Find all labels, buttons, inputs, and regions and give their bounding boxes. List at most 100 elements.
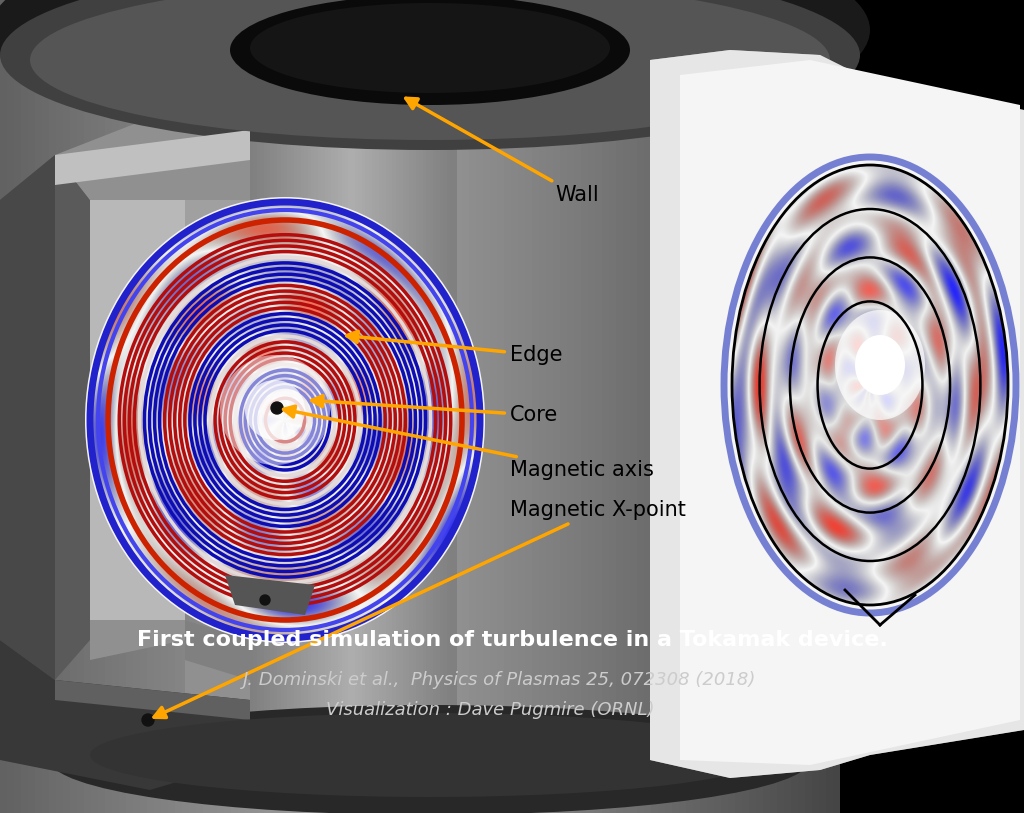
Polygon shape [245, 0, 252, 813]
Polygon shape [63, 0, 70, 813]
Text: J. Dominski et al.,  Physics of Plasmas 25, 072308 (2018): J. Dominski et al., Physics of Plasmas 2… [244, 671, 757, 689]
Polygon shape [338, 60, 345, 760]
Polygon shape [182, 0, 189, 813]
Polygon shape [168, 0, 175, 813]
Polygon shape [602, 0, 609, 813]
Polygon shape [386, 60, 392, 760]
Polygon shape [609, 0, 616, 813]
Polygon shape [267, 60, 273, 760]
Polygon shape [317, 60, 325, 760]
Polygon shape [763, 0, 770, 813]
Polygon shape [372, 60, 379, 760]
Polygon shape [490, 0, 497, 813]
Text: Core: Core [311, 396, 558, 425]
Text: Visualization : Dave Pugmire (ORNL): Visualization : Dave Pugmire (ORNL) [326, 701, 654, 719]
Polygon shape [430, 60, 436, 760]
Polygon shape [497, 0, 504, 813]
Polygon shape [343, 0, 350, 813]
Polygon shape [420, 60, 426, 760]
Ellipse shape [855, 335, 905, 395]
Polygon shape [90, 200, 185, 640]
Polygon shape [14, 0, 22, 813]
Circle shape [271, 402, 283, 414]
Polygon shape [273, 60, 281, 760]
Polygon shape [382, 60, 389, 760]
Ellipse shape [50, 705, 810, 813]
Polygon shape [91, 0, 98, 813]
Polygon shape [55, 110, 250, 245]
Ellipse shape [0, 0, 870, 145]
Polygon shape [427, 0, 434, 813]
Polygon shape [351, 60, 358, 760]
Polygon shape [284, 60, 291, 760]
Polygon shape [161, 0, 168, 813]
Polygon shape [436, 60, 443, 760]
Polygon shape [420, 0, 427, 813]
Polygon shape [140, 0, 147, 813]
Polygon shape [402, 60, 410, 760]
Polygon shape [805, 0, 812, 813]
Polygon shape [225, 575, 315, 615]
Text: Edge: Edge [347, 331, 562, 365]
Polygon shape [819, 0, 826, 813]
Polygon shape [749, 0, 756, 813]
Polygon shape [406, 60, 413, 760]
Polygon shape [504, 0, 511, 813]
Polygon shape [707, 0, 714, 813]
Polygon shape [742, 0, 749, 813]
Polygon shape [49, 0, 56, 813]
Polygon shape [263, 60, 270, 760]
Polygon shape [355, 60, 361, 760]
Polygon shape [304, 60, 311, 760]
Polygon shape [185, 200, 250, 250]
Polygon shape [335, 60, 342, 760]
Ellipse shape [220, 355, 330, 465]
Polygon shape [28, 0, 35, 813]
Polygon shape [350, 0, 357, 813]
Ellipse shape [0, 0, 860, 150]
Polygon shape [22, 0, 28, 813]
Polygon shape [105, 0, 112, 813]
Polygon shape [378, 0, 385, 813]
Polygon shape [273, 0, 280, 813]
Polygon shape [345, 60, 351, 760]
Polygon shape [423, 60, 430, 760]
Polygon shape [532, 0, 539, 813]
Polygon shape [238, 0, 245, 813]
Polygon shape [693, 0, 700, 813]
Polygon shape [253, 60, 260, 760]
Polygon shape [0, 155, 55, 680]
Polygon shape [553, 0, 560, 813]
Polygon shape [426, 60, 433, 760]
Polygon shape [322, 0, 329, 813]
Polygon shape [90, 620, 250, 700]
Polygon shape [297, 60, 304, 760]
Polygon shape [315, 0, 322, 813]
Polygon shape [756, 0, 763, 813]
Polygon shape [392, 0, 399, 813]
Polygon shape [483, 0, 490, 813]
Polygon shape [410, 60, 416, 760]
Polygon shape [77, 0, 84, 813]
Polygon shape [147, 0, 154, 813]
Text: Wall: Wall [406, 98, 599, 205]
Polygon shape [650, 50, 1024, 778]
Text: First coupled simulation of turbulence in a Tokamak device.: First coupled simulation of turbulence i… [136, 630, 888, 650]
Polygon shape [581, 0, 588, 813]
Text: Magnetic X-point: Magnetic X-point [154, 500, 686, 718]
Polygon shape [433, 60, 440, 760]
Polygon shape [294, 0, 301, 813]
Polygon shape [665, 0, 672, 813]
Polygon shape [406, 0, 413, 813]
Polygon shape [332, 60, 338, 760]
Polygon shape [154, 0, 161, 813]
Polygon shape [469, 0, 476, 813]
Polygon shape [735, 0, 742, 813]
Polygon shape [389, 60, 395, 760]
Polygon shape [55, 680, 250, 720]
Polygon shape [700, 0, 707, 813]
Polygon shape [637, 0, 644, 813]
Polygon shape [35, 0, 42, 813]
Polygon shape [7, 0, 14, 813]
Polygon shape [567, 0, 574, 813]
